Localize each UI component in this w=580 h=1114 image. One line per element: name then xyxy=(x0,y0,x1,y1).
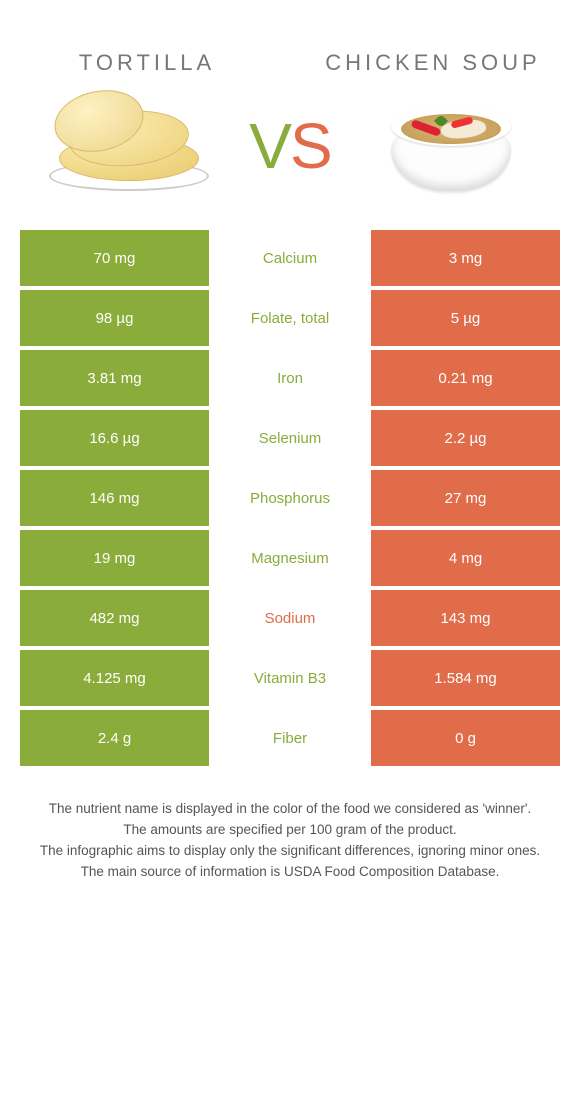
nutrient-label: Iron xyxy=(209,350,371,406)
table-row: 4.125 mgVitamin B31.584 mg xyxy=(20,650,560,706)
table-row: 16.6 µgSelenium2.2 µg xyxy=(20,410,560,466)
right-value: 143 mg xyxy=(371,590,560,646)
footnote-line: The nutrient name is displayed in the co… xyxy=(25,800,555,819)
right-value: 0.21 mg xyxy=(371,350,560,406)
left-value: 4.125 mg xyxy=(20,650,209,706)
left-value: 19 mg xyxy=(20,530,209,586)
footnote-line: The main source of information is USDA F… xyxy=(25,863,555,882)
left-value: 146 mg xyxy=(20,470,209,526)
footnote-line: The amounts are specified per 100 gram o… xyxy=(25,821,555,840)
left-food-title: Tortilla xyxy=(30,50,264,76)
vs-v: V xyxy=(249,110,290,182)
right-value: 5 µg xyxy=(371,290,560,346)
nutrient-label: Phosphorus xyxy=(209,470,371,526)
footnotes: The nutrient name is displayed in the co… xyxy=(20,770,560,894)
table-row: 3.81 mgIron0.21 mg xyxy=(20,350,560,406)
nutrient-label: Calcium xyxy=(209,230,371,286)
right-value: 1.584 mg xyxy=(371,650,560,706)
header: Tortilla Chicken soup xyxy=(20,20,560,86)
table-row: 70 mgCalcium3 mg xyxy=(20,230,560,286)
table-row: 19 mgMagnesium4 mg xyxy=(20,530,560,586)
left-food-image xyxy=(30,96,228,196)
right-value: 3 mg xyxy=(371,230,560,286)
comparison-table: 70 mgCalcium3 mg98 µgFolate, total5 µg3.… xyxy=(20,226,560,770)
left-value: 2.4 g xyxy=(20,710,209,766)
right-value: 27 mg xyxy=(371,470,560,526)
vs-label: VS xyxy=(228,109,353,183)
vs-s: S xyxy=(290,110,331,182)
right-value: 0 g xyxy=(371,710,560,766)
table-row: 146 mgPhosphorus27 mg xyxy=(20,470,560,526)
images-row: VS xyxy=(20,86,560,226)
right-food-title: Chicken soup xyxy=(316,50,550,76)
table-row: 2.4 gFiber0 g xyxy=(20,710,560,766)
left-value: 70 mg xyxy=(20,230,209,286)
left-value: 482 mg xyxy=(20,590,209,646)
nutrient-label: Fiber xyxy=(209,710,371,766)
left-value: 98 µg xyxy=(20,290,209,346)
nutrient-label: Magnesium xyxy=(209,530,371,586)
right-value: 4 mg xyxy=(371,530,560,586)
nutrient-label: Folate, total xyxy=(209,290,371,346)
left-value: 16.6 µg xyxy=(20,410,209,466)
left-value: 3.81 mg xyxy=(20,350,209,406)
right-food-image xyxy=(352,96,550,196)
right-value: 2.2 µg xyxy=(371,410,560,466)
footnote-line: The infographic aims to display only the… xyxy=(25,842,555,861)
nutrient-label: Selenium xyxy=(209,410,371,466)
nutrient-label: Sodium xyxy=(209,590,371,646)
table-row: 98 µgFolate, total5 µg xyxy=(20,290,560,346)
table-row: 482 mgSodium143 mg xyxy=(20,590,560,646)
nutrient-label: Vitamin B3 xyxy=(209,650,371,706)
